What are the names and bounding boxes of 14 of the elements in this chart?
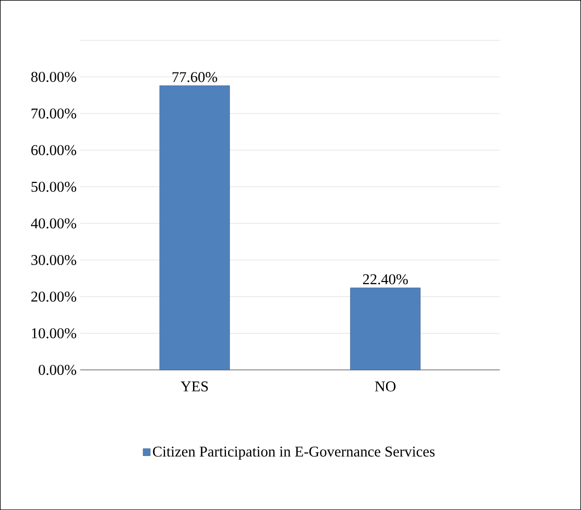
x-tick-label: YES xyxy=(180,381,208,392)
data-label: 22.40% xyxy=(363,274,408,284)
legend-label: Citizen Participation in E-Governance Services xyxy=(152,446,435,460)
y-tick-label: 10.00% xyxy=(32,328,76,338)
y-tick-label: 40.00% xyxy=(30,218,76,228)
y-tick-label: 50.00% xyxy=(32,182,76,192)
y-tick-label: 30.00% xyxy=(31,254,76,266)
y-tick-label: 0.00% xyxy=(38,364,76,375)
y-tick-label: 20.00% xyxy=(31,292,76,302)
data-label: 77.60% xyxy=(172,72,218,82)
y-tick-label: 60.00% xyxy=(31,145,76,156)
y-tick-label: 70.00% xyxy=(32,108,76,119)
y-tick-label: 80.00% xyxy=(31,72,76,82)
x-tick-label: NO xyxy=(375,381,396,392)
